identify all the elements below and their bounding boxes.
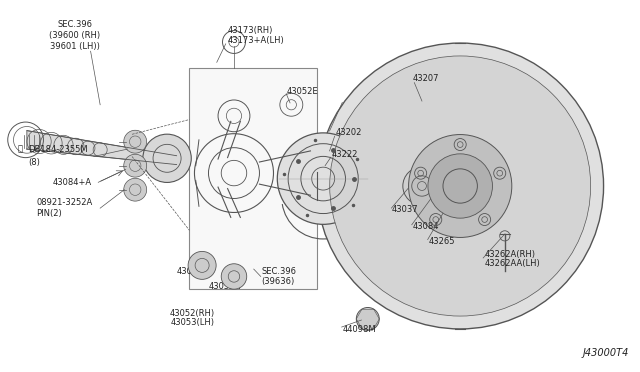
Text: 43037: 43037 <box>392 205 419 215</box>
Text: 43052J: 43052J <box>177 267 205 276</box>
Text: 43084+A: 43084+A <box>52 178 92 187</box>
Ellipse shape <box>277 133 369 224</box>
Ellipse shape <box>356 308 380 330</box>
Text: 44098M: 44098M <box>342 325 376 334</box>
Text: (39600 (RH): (39600 (RH) <box>49 31 100 40</box>
Text: DB184-2355M: DB184-2355M <box>28 145 88 154</box>
Text: 43173(RH): 43173(RH) <box>228 26 273 35</box>
Ellipse shape <box>408 135 512 237</box>
Polygon shape <box>27 131 177 164</box>
Ellipse shape <box>428 154 492 218</box>
Text: Ⓑ: Ⓑ <box>17 145 22 154</box>
Text: 43207: 43207 <box>412 74 439 83</box>
Text: 43265: 43265 <box>428 237 455 246</box>
Text: SEC.396: SEC.396 <box>57 20 92 29</box>
Text: PIN(2): PIN(2) <box>36 209 62 218</box>
Ellipse shape <box>124 130 147 153</box>
Ellipse shape <box>403 167 441 205</box>
Text: 43052E: 43052E <box>286 87 318 96</box>
Text: 43262A(RH): 43262A(RH) <box>484 250 536 259</box>
Ellipse shape <box>430 181 458 209</box>
Ellipse shape <box>330 56 591 316</box>
Bar <box>189 68 317 289</box>
Text: SEC.396: SEC.396 <box>261 267 296 276</box>
Ellipse shape <box>188 251 216 279</box>
Text: 43262AA(LH): 43262AA(LH) <box>484 259 540 268</box>
Text: 43084: 43084 <box>412 222 439 231</box>
Text: J43000T4: J43000T4 <box>582 348 629 358</box>
Ellipse shape <box>447 190 473 215</box>
Ellipse shape <box>124 154 147 177</box>
Text: 43053(LH): 43053(LH) <box>170 318 214 327</box>
Text: 08921-3252A: 08921-3252A <box>36 198 93 207</box>
Ellipse shape <box>221 264 246 289</box>
Text: (8): (8) <box>28 157 40 167</box>
Ellipse shape <box>143 134 191 182</box>
Ellipse shape <box>124 178 147 201</box>
Text: 43052H: 43052H <box>209 282 241 291</box>
Text: 43202: 43202 <box>335 128 362 137</box>
Text: 39601 (LH)): 39601 (LH)) <box>50 42 100 51</box>
Ellipse shape <box>317 43 604 329</box>
Text: (39636): (39636) <box>261 277 294 286</box>
Text: 43173+A(LH): 43173+A(LH) <box>228 36 284 45</box>
Text: 43052(RH): 43052(RH) <box>170 309 215 318</box>
Text: 43222: 43222 <box>332 150 358 159</box>
